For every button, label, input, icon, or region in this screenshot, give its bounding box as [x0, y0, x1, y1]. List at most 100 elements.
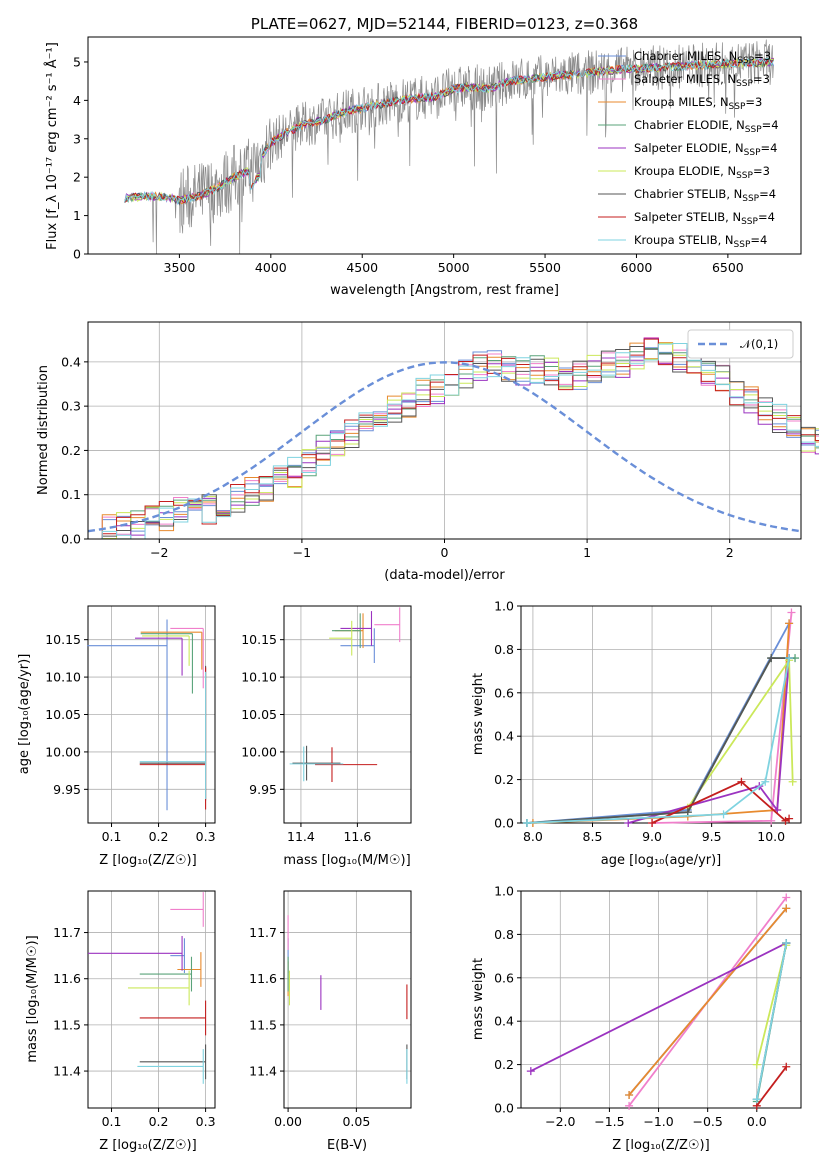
- p8-ytick-label: 1.0: [494, 884, 514, 899]
- p4-ytick-label: 10.10: [241, 670, 277, 685]
- p5-marker-7: [767, 654, 776, 663]
- histogram-frame: [87, 321, 802, 540]
- spectrum-xtick-label: 6000: [621, 260, 653, 275]
- spectrum-xtick-label: 6500: [712, 260, 744, 275]
- histogram-ytick-label: 0.4: [61, 354, 81, 369]
- histogram-legend: 𝒩(0,1): [687, 329, 794, 359]
- p8-marker-5: [526, 1067, 535, 1076]
- spectrum-xtick-label: 5500: [529, 260, 561, 275]
- spectrum-legend-subscript: SSP: [736, 79, 753, 89]
- p3-ytick-label: 9.95: [53, 782, 81, 797]
- p8-frame: [520, 890, 802, 1109]
- spectrum-legend-label-6: Kroupa ELODIE, NSSP=3: [634, 164, 770, 181]
- p6-ytick-label: 11.4: [53, 1064, 81, 1079]
- residual-histogram-step-9: [88, 343, 819, 540]
- p3-ytick-label: 10.00: [45, 744, 81, 759]
- spectrum-legend-count: =3: [753, 164, 770, 178]
- spectrum-panel: 3500 4000 4500 5000 5500 6000 6500 0 1 2 3 4 5: [73, 36, 802, 275]
- p8-marker-9: [752, 1095, 761, 1104]
- p5-ytick-label: 1.0: [494, 599, 514, 614]
- p8-ytick-label: 0.8: [494, 927, 514, 942]
- p5-marker-3: [785, 619, 794, 628]
- spectrum-legend-count: =4: [762, 118, 779, 132]
- spectrum-legend-count: =3: [754, 49, 771, 63]
- p5-xtick-label: 8.0: [523, 829, 543, 844]
- spectrum-title: PLATE=0627, MJD=52144, FIBERID=0123, z=0…: [251, 15, 638, 33]
- model-spectrum-line-9: [124, 57, 775, 206]
- histogram-ytick-label: 0.2: [61, 443, 81, 458]
- spectrum-legend-subscript: SSP: [744, 148, 761, 158]
- p8-xlabel: Z [log₁₀(Z/Z☉)]: [612, 1138, 709, 1153]
- gaussian-curve: [87, 361, 802, 533]
- p6-ylabel: mass [log₁₀(M/M☉)]: [25, 935, 40, 1062]
- p8-ytick-label: 0.4: [494, 1014, 514, 1029]
- spectrum-xlabel: wavelength [Angstrom, rest frame]: [330, 283, 559, 298]
- p8-marker-8: [782, 1062, 791, 1071]
- spectrum-ytick-label: 0: [73, 247, 81, 262]
- p5-series-line-7: [526, 657, 790, 824]
- p8-series-line-5: [530, 942, 787, 1072]
- p3-ytick-label: 10.05: [45, 707, 81, 722]
- p3-xtick-label: 0.1: [102, 829, 122, 844]
- p5-marker-9: [719, 810, 728, 819]
- histogram-legend-box: [687, 329, 794, 359]
- spectrum-legend-label-4: Chabrier ELODIE, NSSP=4: [634, 118, 779, 135]
- spectrum-legend-count: =4: [761, 141, 778, 155]
- spectrum-ylabel: Flux [f_λ 10⁻¹⁷ erg cm⁻² s⁻¹ Å⁻¹]: [44, 42, 60, 250]
- p4-ytick-label: 9.95: [249, 782, 277, 797]
- spectrum-legend-label-1: Chabrier MILES, NSSP=3: [634, 49, 771, 66]
- p5-ylabel: mass weight: [471, 673, 486, 755]
- spectrum-legend-label-7: Chabrier STELIB, NSSP=4: [634, 187, 776, 204]
- p5-marker-6: [788, 777, 797, 786]
- p3-ylabel: age [log₁₀(age/yr)]: [17, 654, 32, 775]
- p5-ytick-label: 0.8: [494, 642, 514, 657]
- spectrum-legend-label-9: Kroupa STELIB, NSSP=4: [634, 233, 767, 250]
- spectrum-xtick-label: 3500: [164, 260, 196, 275]
- age-vs-metallicity-panel: 0.1 0.2 0.3 9.95 10.00 10.05 10.10 10.15: [45, 605, 216, 844]
- histogram-ytick-label: 0.0: [61, 532, 81, 547]
- p8-marker-3: [782, 904, 791, 913]
- p5-ytick-label: 0.6: [494, 685, 514, 700]
- spectrum-xtick-label: 4000: [255, 260, 287, 275]
- p5-xtick-label: 8.5: [583, 829, 603, 844]
- p8-xtick-label: 0.0: [747, 1114, 767, 1129]
- spectrum-legend-label-3: Kroupa MILES, NSSP=3: [634, 95, 762, 112]
- residual-histogram-step-1: [88, 347, 819, 540]
- histogram-xtick-label: −2: [150, 545, 168, 560]
- histogram-ytick-label: 0.3: [61, 399, 81, 414]
- histogram-xtick-label: −1: [293, 545, 311, 560]
- spectrum-legend-subscript: SSP: [729, 102, 746, 112]
- p6-ytick-label: 11.6: [53, 971, 81, 986]
- p5-series-line-4: [526, 657, 795, 824]
- spectrum-legend: Chabrier MILES, NSSP=3 Salpeter MILES, NS…: [598, 49, 779, 250]
- p4-xtick-label: 11.4: [287, 829, 315, 844]
- gaussian-legend-label: 𝒩(0,1): [740, 337, 778, 351]
- p7-xtick-label: 0.05: [342, 1114, 370, 1129]
- p6-ytick-label: 11.7: [53, 925, 81, 940]
- p5-ytick-label: 0.4: [494, 729, 514, 744]
- p8-xtick-label: −1.5: [594, 1114, 624, 1129]
- p6-xtick-label: 0.2: [149, 1114, 169, 1129]
- p7-ytick-label: 11.6: [249, 971, 277, 986]
- p8-ytick-label: 0.2: [494, 1057, 514, 1072]
- p3-ytick-label: 10.10: [45, 670, 81, 685]
- p8-marker-2: [782, 893, 791, 902]
- p7-ytick-label: 11.5: [249, 1017, 277, 1032]
- spectrum-legend-count: =3: [745, 95, 762, 109]
- spectrum-legend-subscript: SSP: [737, 56, 754, 66]
- p7-xlabel: E(B-V): [327, 1138, 367, 1153]
- p3-xtick-label: 0.2: [149, 829, 169, 844]
- histogram-xtick-label: 2: [726, 545, 734, 560]
- histogram-xtick-label: 1: [583, 545, 591, 560]
- p4-xlabel: mass [log₁₀(M/M☉)]: [283, 853, 410, 868]
- p4-frame: [283, 605, 412, 824]
- histogram-ytick-label: 0.1: [61, 487, 81, 502]
- p8-marker-9: [782, 939, 791, 948]
- spectrum-legend-subscript: SSP: [745, 125, 762, 135]
- spectrum-xtick-label: 5000: [438, 260, 470, 275]
- spectrum-frame: [87, 36, 802, 255]
- spectrum-ytick-label: 4: [73, 93, 81, 108]
- p5-series-line-8: [651, 780, 790, 824]
- mass-weight-vs-metallicity-panel: −2.0 −1.5 −1.0 −0.5 0.0 0.0 0.2 0.4 0.6 0.8 1.0: [494, 884, 802, 1129]
- p6-xtick-label: 0.1: [102, 1114, 122, 1129]
